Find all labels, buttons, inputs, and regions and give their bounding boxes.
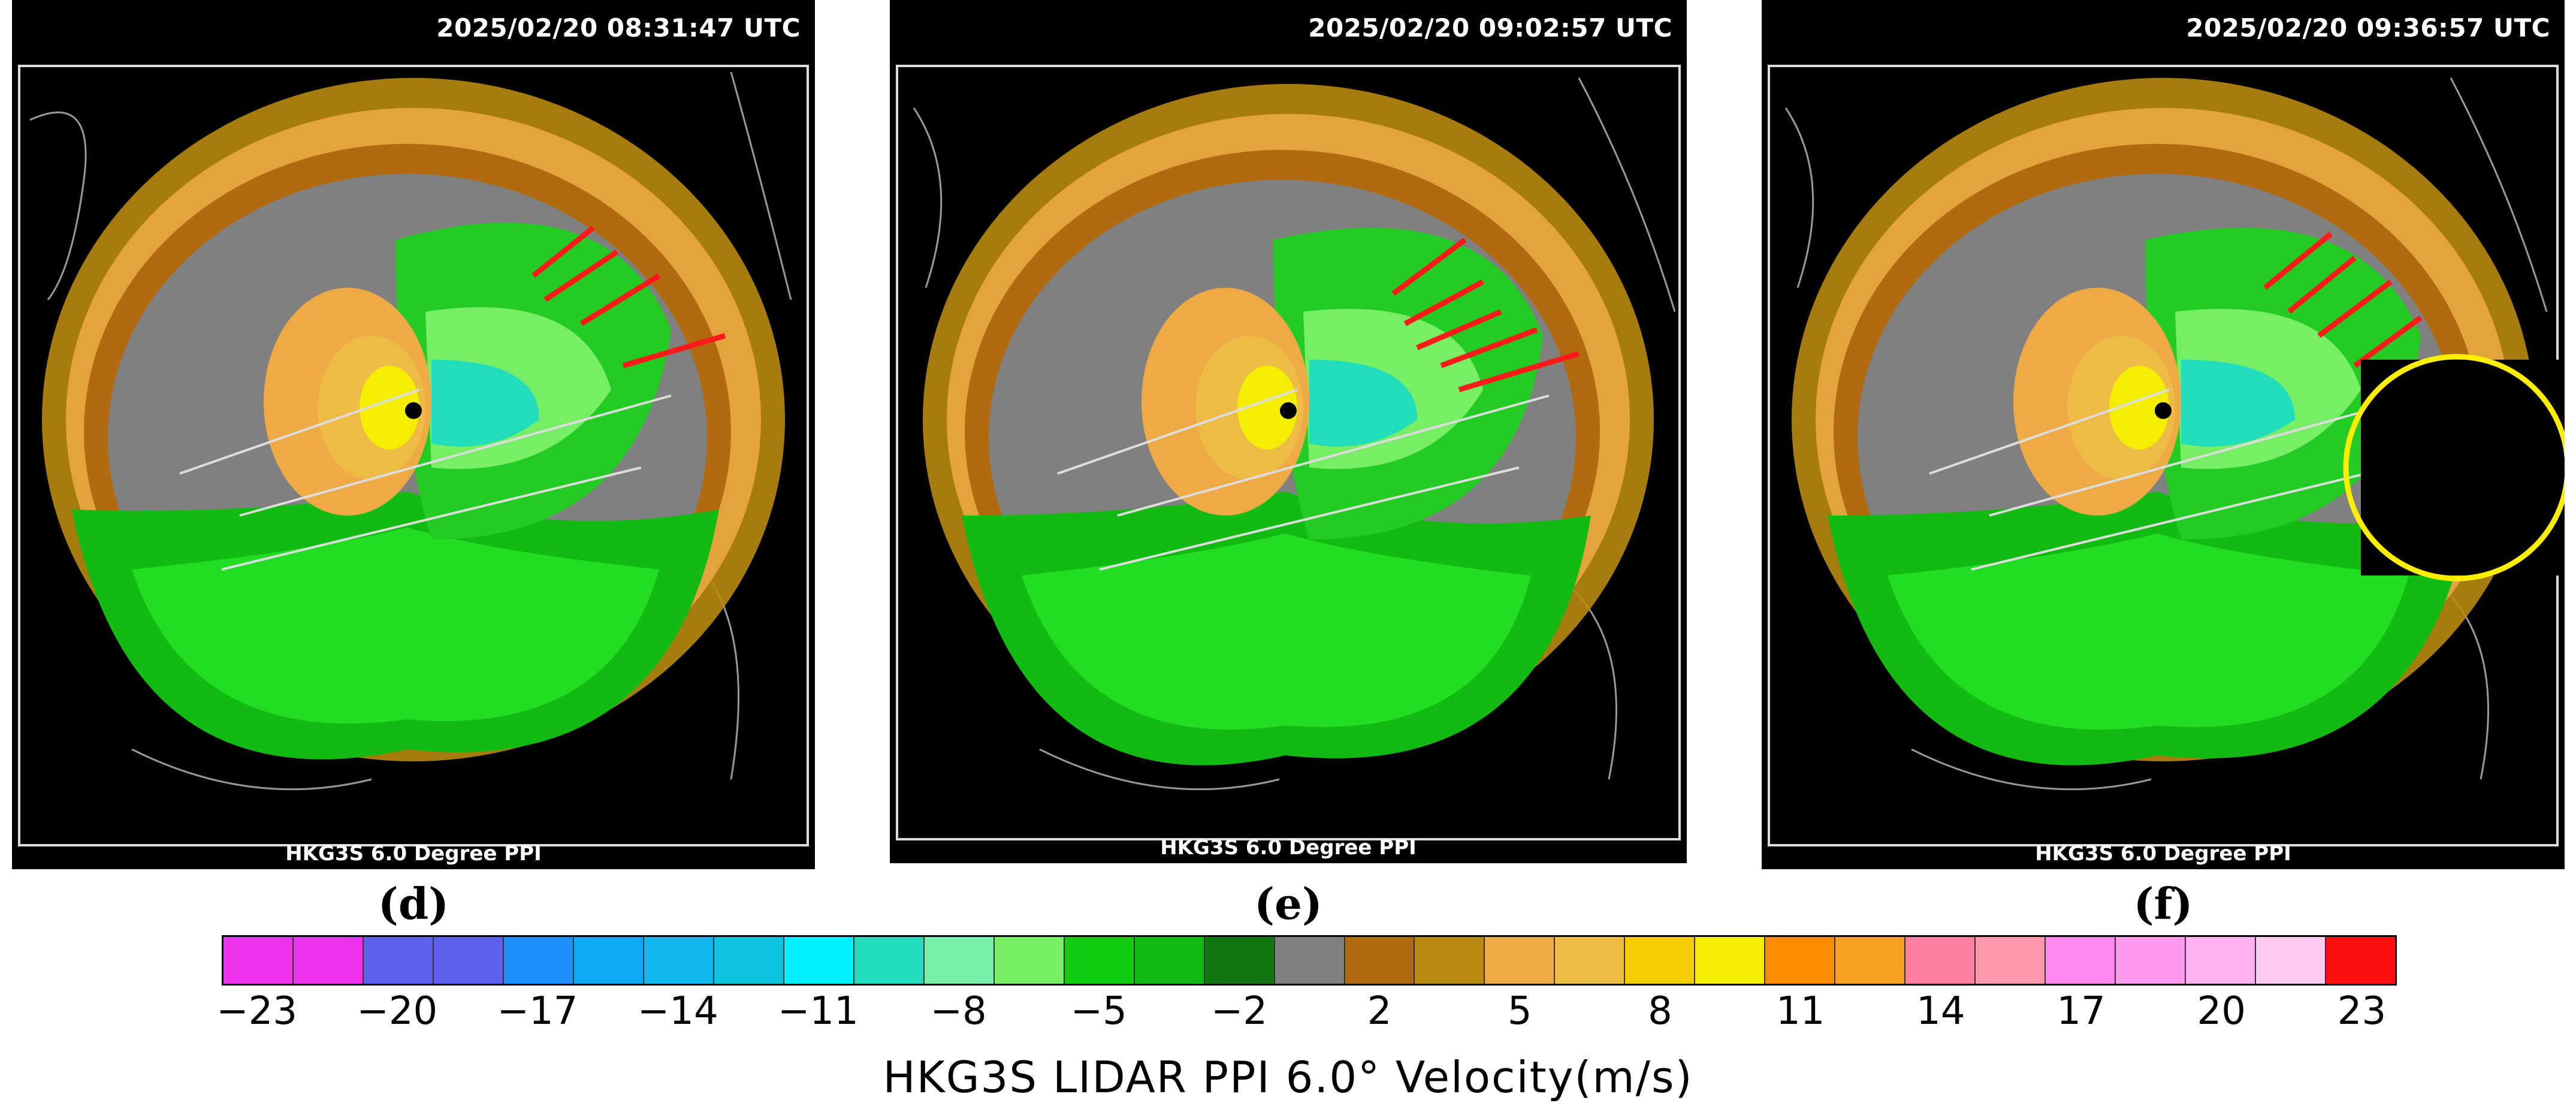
color-swatch	[1625, 937, 1696, 984]
tick-label: 8	[1648, 989, 1672, 1033]
color-swatch	[1134, 937, 1205, 984]
color-swatch	[1485, 937, 1556, 984]
color-scale-title: HKG3S LIDAR PPI 6.0° Velocity(m/s)	[883, 1052, 1693, 1102]
velocity-map-f	[1768, 65, 2565, 846]
panel-label-d: (d)	[378, 878, 449, 929]
tick-label: −2	[1210, 989, 1268, 1033]
color-swatch	[1345, 937, 1415, 984]
color-swatch	[1905, 937, 1976, 984]
tick-label: −5	[1070, 989, 1127, 1033]
timestamp: 2025/02/20 09:02:57 UTC	[1308, 13, 1672, 43]
color-swatch	[1415, 937, 1485, 984]
color-swatch	[854, 937, 925, 984]
color-swatch	[2116, 937, 2187, 984]
color-swatch	[433, 937, 504, 984]
panel-caption: HKG3S 6.0 Degree PPI	[285, 842, 542, 866]
color-swatch	[644, 937, 714, 984]
ppi-panel-e: 2025/02/20 09:02:57 UTC HKG3S 6.0 Degree…	[890, 0, 1687, 863]
color-swatch	[2186, 937, 2257, 984]
color-swatch	[2256, 937, 2327, 984]
panel-label-f: (f)	[2133, 878, 2193, 929]
color-swatch	[924, 937, 995, 984]
timestamp: 2025/02/20 08:31:47 UTC	[436, 13, 801, 43]
tick-label: 5	[1507, 989, 1532, 1033]
color-swatch	[2046, 937, 2116, 984]
velocity-color-scale	[222, 935, 2397, 986]
color-swatch	[1976, 937, 2046, 984]
panel-caption: HKG3S 6.0 Degree PPI	[1160, 836, 1417, 860]
tick-label: −20	[357, 989, 438, 1033]
tick-label: 23	[2337, 989, 2387, 1033]
color-swatch	[994, 937, 1065, 984]
color-swatch	[573, 937, 644, 984]
color-swatch	[1204, 937, 1275, 984]
color-swatch	[1064, 937, 1135, 984]
tick-label: 20	[2197, 989, 2246, 1033]
color-swatch	[224, 937, 294, 984]
color-swatch	[1765, 937, 1836, 984]
ppi-panel-f: 2025/02/20 09:36:57 UTC HKG3S 6.0 Degree…	[1762, 0, 2565, 869]
color-swatch	[1275, 937, 1345, 984]
ppi-panel-d: 2025/02/20 08:31:47 UTC HKG3S 6.0 Degree…	[12, 0, 815, 869]
velocity-map-d	[18, 65, 809, 846]
color-swatch	[1835, 937, 1906, 984]
color-swatch	[1695, 937, 1766, 984]
panel-caption: HKG3S 6.0 Degree PPI	[2035, 842, 2291, 866]
tick-label: −14	[637, 989, 718, 1033]
tick-label: 14	[1916, 989, 1965, 1033]
tick-label: 11	[1775, 989, 1825, 1033]
tick-label: −11	[777, 989, 859, 1033]
tick-label: −23	[216, 989, 298, 1033]
tick-label: −17	[497, 989, 578, 1033]
panel-label-e: (e)	[1254, 878, 1322, 929]
color-swatch	[784, 937, 854, 984]
velocity-map-e	[896, 65, 1681, 840]
tick-label: −8	[930, 989, 987, 1033]
color-swatch	[293, 937, 364, 984]
timestamp: 2025/02/20 09:36:57 UTC	[2186, 13, 2550, 43]
tick-label: 17	[2056, 989, 2106, 1033]
color-swatch	[1555, 937, 1626, 984]
color-swatch	[363, 937, 434, 984]
color-swatch	[503, 937, 574, 984]
tick-label: 2	[1367, 989, 1392, 1033]
color-swatch	[2326, 937, 2396, 984]
color-swatch	[714, 937, 784, 984]
